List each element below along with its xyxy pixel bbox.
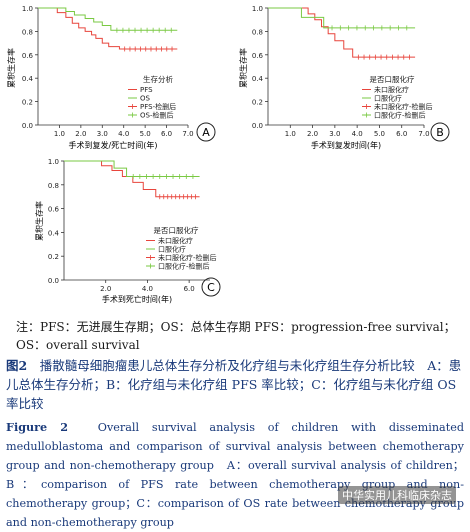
legend-entry-c-3: 口服化疗-检删后: [158, 262, 210, 271]
x-tick-label-a-1: 2.0: [75, 130, 86, 138]
legend-entry-a-3: OS-检删后: [140, 111, 173, 120]
series-c: [64, 160, 200, 200]
x-tick-label-a-6: 7.0: [182, 130, 193, 138]
series-line-a-1: [38, 7, 178, 31]
caption-english-label: Figure 2: [6, 420, 69, 434]
caption-chinese-label: 图2: [6, 358, 28, 373]
legend-title-b: 是否口服化疗: [370, 74, 415, 84]
panel-label-circle-c: [201, 277, 221, 297]
x-tick-label-a-2: 3.0: [97, 130, 108, 138]
series-line-c-1: [64, 160, 200, 177]
y-tick-label-c-5: 1.0: [48, 158, 59, 166]
panel-label-circle-a: [196, 122, 216, 142]
y-tick-label-a-0: 0.0: [22, 122, 33, 130]
y-tick-label-a-2: 0.4: [22, 75, 34, 83]
y-axis-label-a: 累积生存率: [6, 48, 16, 88]
x-tick-label-c-1: 4.0: [142, 285, 153, 293]
x-tick-label-c-2: 6.0: [184, 285, 195, 293]
chart-panel-c: 0.0 0.2 0.4 0.6 0.8 1.0 2.0 4.0 6.0 累积生存率 手术到死亡时…: [34, 158, 221, 304]
x-tick-label-a-4: 5.0: [140, 130, 151, 138]
watermark: 中华实用儿科临床杂志: [338, 486, 456, 504]
figure-note: 注：PFS：无进展生存期；OS：总体生存期 PFS：progression-fr…: [16, 320, 456, 352]
panel-label-a: A: [202, 126, 210, 139]
y-tick-label-c-2: 0.4: [48, 229, 60, 237]
series-b: [268, 7, 416, 60]
x-tick-label-b-4: 5.0: [374, 130, 385, 138]
plot-frame-a: [37, 8, 188, 126]
y-tick-label-b-0: 0.0: [252, 122, 263, 130]
legend-entry-a-0: PFS: [140, 86, 153, 94]
series-line-b-1: [268, 7, 416, 29]
legend-title-a: 生存分析: [143, 74, 173, 84]
plot-frame-c: [63, 161, 210, 281]
legend-entry-a-2: PFS-检删后: [140, 102, 176, 111]
x-tick-label-b-2: 3.0: [329, 130, 340, 138]
x-tick-label-b-1: 2.0: [307, 130, 318, 138]
x-tick-label-b-6: 7.0: [418, 130, 429, 138]
x-tick-label-b-5: 6.0: [396, 130, 407, 138]
legend-entry-b-3: 口服化疗-检删后: [374, 111, 426, 120]
series-line-b-0: [268, 7, 416, 58]
series-line-c-0: [64, 160, 200, 198]
panel-label-b: B: [436, 126, 444, 139]
legend-entry-c-2: 未口服化疗-检删后: [158, 253, 217, 262]
y-tick-label-b-2: 0.4: [252, 75, 264, 83]
legend-entry-c-0: 未口服化疗: [158, 236, 193, 245]
series-line-a-0: [38, 7, 178, 50]
x-tick-label-a-5: 6.0: [161, 130, 172, 138]
ticks-a: 0.0 0.2 0.4 0.6 0.8 1.0 1.0 2.0 3.0 4.0 5.0 6.0 7.0: [22, 5, 194, 138]
ticks-c: 0.0 0.2 0.4 0.6 0.8 1.0 2.0 4.0 6.0: [48, 158, 195, 293]
plot-frame-b: [267, 8, 424, 126]
series-a: [38, 7, 178, 52]
panel-label-c: C: [207, 281, 215, 294]
y-tick-label-b-1: 0.2: [252, 99, 263, 107]
y-tick-label-c-3: 0.6: [48, 206, 60, 214]
legend-entry-b-2: 未口服化疗-检删后: [374, 102, 433, 111]
legend-entry-b-0: 未口服化疗: [374, 85, 409, 94]
legend-title-c: 是否口服化疗: [154, 225, 199, 235]
y-axis-label-c: 累积生存率: [34, 201, 44, 241]
y-tick-label-c-4: 0.8: [48, 182, 59, 190]
x-axis-label-a: 手术到复发/死亡时间(年): [69, 140, 158, 150]
y-tick-label-b-4: 0.8: [252, 28, 263, 36]
y-tick-label-c-0: 0.0: [48, 277, 59, 285]
chart-panel-b: 0.00.20.40.60.81.01.0 2.0 3.0 4.0 5.0 6.0 7.0 …: [238, 5, 450, 150]
legend-entry-a-1: OS: [140, 95, 151, 103]
y-tick-label-a-3: 0.6: [22, 52, 34, 60]
legend-entry-b-1: 口服化疗: [374, 94, 402, 103]
caption-english: Figure 2 Overall survival analysis of ch…: [6, 418, 464, 532]
ticks-b: 0.0 0.2 0.4 0.6 0.8 1.0 1.0 2.0 3.0 4.0 5.0 6.0 7.0: [252, 5, 430, 138]
x-axis-label-b: 手术到复发时间(年): [311, 140, 381, 150]
chart-panel-a: 0.00.20.40.60.81.01.0 2.0 3.0 4.0 5.0 6.0 7.0 …: [6, 5, 216, 150]
y-axis-label-b: 累积生存率: [238, 48, 248, 88]
x-tick-label-b-0: 1.0: [285, 130, 296, 138]
caption-chinese: 图2 播散髓母细胞瘤患儿总体生存分析及化疗组与未化疗组生存分析比较 A：患儿总体…: [6, 356, 464, 413]
x-axis-label-c: 手术到死亡时间(年): [102, 294, 172, 304]
y-tick-label-a-5: 1.0: [22, 5, 33, 13]
panel-label-circle-b: [430, 122, 450, 142]
caption-chinese-text: 播散髓母细胞瘤患儿总体生存分析及化疗组与未化疗组生存分析比较 A：患儿总体生存分…: [6, 358, 462, 411]
legend-entry-c-1: 口服化疗: [158, 245, 186, 254]
y-tick-label-b-5: 1.0: [252, 5, 263, 13]
y-tick-label-b-3: 0.6: [252, 52, 264, 60]
x-tick-label-a-3: 4.0: [118, 130, 129, 138]
caption-english-text: Overall survival analysis of children wi…: [6, 421, 465, 529]
x-tick-label-b-3: 4.0: [352, 130, 363, 138]
x-tick-label-c-0: 2.0: [100, 285, 111, 293]
y-tick-label-a-1: 0.2: [22, 99, 33, 107]
y-tick-label-a-4: 0.8: [22, 28, 33, 36]
x-tick-label-a-0: 1.0: [54, 130, 65, 138]
y-tick-label-c-1: 0.2: [48, 253, 59, 261]
